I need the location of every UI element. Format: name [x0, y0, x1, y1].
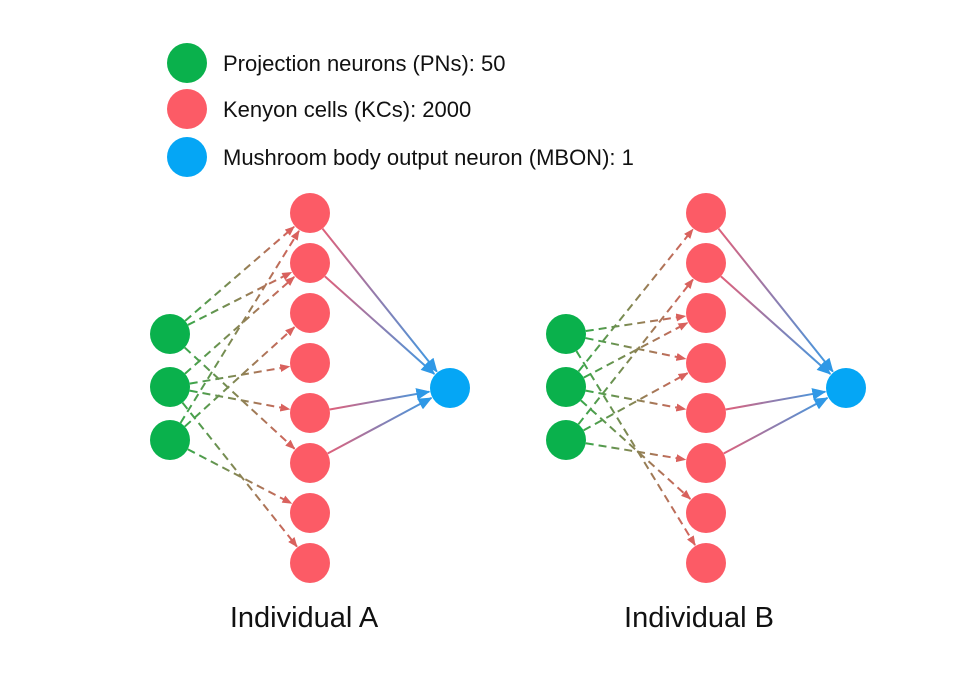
network-individual-a [150, 193, 470, 583]
pn-kc-edge [187, 448, 293, 505]
legend-item-kc: Kenyon cells (KCs): 2000 [167, 89, 471, 129]
kc-node [686, 543, 726, 583]
pn-kc-edge [179, 230, 300, 424]
kc-node [686, 493, 726, 533]
pn-kc-edge [184, 276, 296, 375]
legend-label-kc: Kenyon cells (KCs): 2000 [223, 97, 471, 122]
pn-kc-edge [583, 372, 689, 432]
pn-node [150, 367, 190, 407]
mbon-node [826, 368, 866, 408]
network-individual-b [546, 193, 866, 583]
pn-node [546, 314, 586, 354]
pn-kc-edge [184, 346, 296, 450]
pn-kc-edge [181, 402, 298, 548]
kc-mbon-edge [329, 388, 431, 411]
kc-node [290, 443, 330, 483]
pn-kc-edge [189, 389, 291, 412]
kc-mbon-edge [725, 388, 827, 411]
pn-kc-edge [583, 321, 689, 379]
pn-node [150, 314, 190, 354]
kc-node [290, 193, 330, 233]
kc-mbon-edge [720, 275, 832, 375]
legend-swatch-pn [167, 43, 207, 83]
kc-mbon-edge [723, 397, 829, 455]
kc-mbon-edge [324, 275, 436, 375]
pn-kc-edge [585, 442, 687, 463]
pn-kc-edge [585, 389, 687, 412]
pn-kc-edge [189, 364, 291, 385]
pn-node [546, 367, 586, 407]
pn-kc-edge [580, 399, 692, 500]
kc-node [290, 543, 330, 583]
kc-node [686, 393, 726, 433]
legend-swatch-mbon [167, 137, 207, 177]
caption-individual-b: Individual B [624, 602, 774, 634]
pn-kc-edge [577, 228, 694, 373]
legend-label-pn: Projection neurons (PNs): 50 [223, 51, 505, 76]
kc-node [686, 343, 726, 383]
kc-node [686, 193, 726, 233]
pn-kc-edge [585, 337, 687, 361]
kc-node [290, 243, 330, 283]
kc-node [290, 393, 330, 433]
node-layer [150, 193, 470, 583]
pn-node [150, 420, 190, 460]
pn-kc-edge [575, 350, 696, 546]
pn-node [546, 420, 586, 460]
kc-node [686, 243, 726, 283]
kc-node [290, 493, 330, 533]
pn-kc-edge [585, 313, 687, 333]
node-layer [546, 193, 866, 583]
kc-node [290, 343, 330, 383]
legend-item-pn: Projection neurons (PNs): 50 [167, 43, 505, 83]
pn-kc-edge [187, 271, 293, 326]
kc-mbon-edge [321, 227, 438, 373]
pn-kc-edge [184, 225, 295, 322]
edge-layer [575, 227, 834, 546]
mbon-node [430, 368, 470, 408]
pn-kc-edge [184, 326, 296, 428]
kc-node [686, 293, 726, 333]
edge-layer [179, 225, 438, 548]
legend-label-mbon: Mushroom body output neuron (MBON): 1 [223, 145, 634, 170]
legend: Projection neurons (PNs): 50 Kenyon cell… [167, 43, 634, 177]
kc-node [686, 443, 726, 483]
kc-node [290, 293, 330, 333]
caption-individual-a: Individual A [230, 602, 379, 634]
legend-item-mbon: Mushroom body output neuron (MBON): 1 [167, 137, 634, 177]
kc-mbon-edge [327, 397, 433, 455]
kc-mbon-edge [717, 227, 834, 373]
legend-swatch-kc [167, 89, 207, 129]
pn-kc-edge [577, 278, 694, 425]
